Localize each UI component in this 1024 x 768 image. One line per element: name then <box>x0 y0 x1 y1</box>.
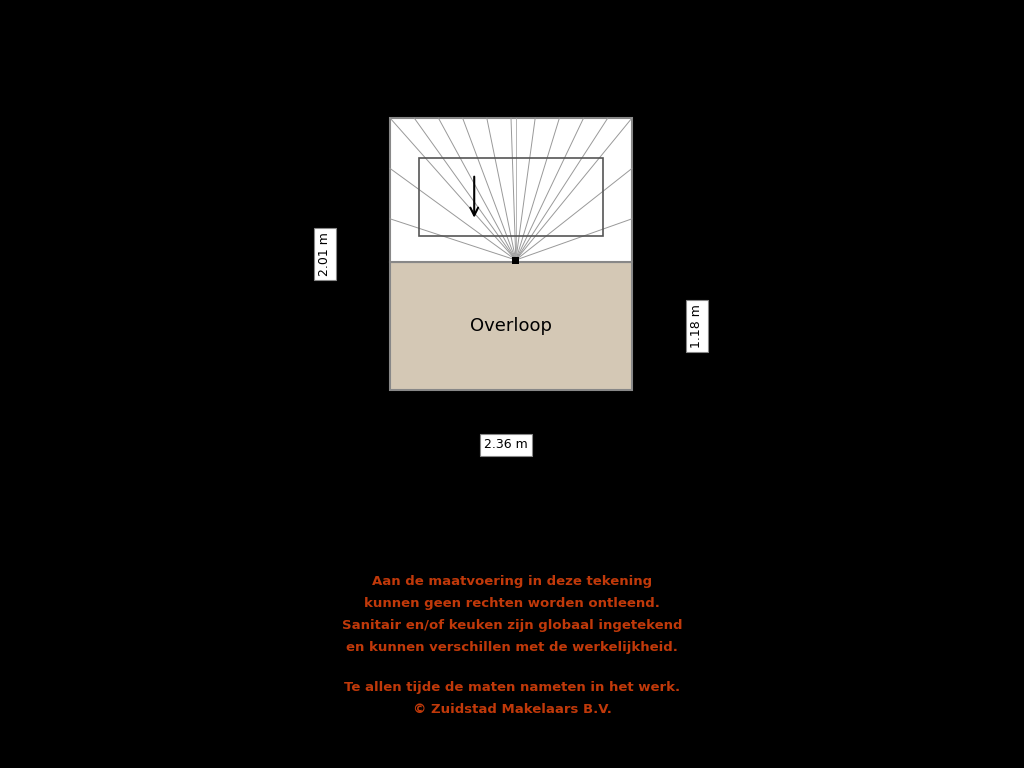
Text: kunnen geen rechten worden ontleend.: kunnen geen rechten worden ontleend. <box>365 597 659 610</box>
Text: 1.18 m: 1.18 m <box>690 304 703 348</box>
Bar <box>419 158 603 236</box>
Text: 2.01 m: 2.01 m <box>318 232 332 276</box>
Text: Sanitair en/of keuken zijn globaal ingetekend: Sanitair en/of keuken zijn globaal inget… <box>342 619 682 632</box>
Text: 2.36 m: 2.36 m <box>484 439 528 452</box>
Text: Aan de maatvoering in deze tekening: Aan de maatvoering in deze tekening <box>372 575 652 588</box>
Text: en kunnen verschillen met de werkelijkheid.: en kunnen verschillen met de werkelijkhe… <box>346 641 678 654</box>
Text: Overloop: Overloop <box>470 317 552 335</box>
Text: © Zuidstad Makelaars B.V.: © Zuidstad Makelaars B.V. <box>413 703 611 716</box>
Text: Te allen tijde de maten nameten in het werk.: Te allen tijde de maten nameten in het w… <box>344 681 680 694</box>
Bar <box>390 118 632 262</box>
Bar <box>512 257 519 263</box>
Bar <box>390 262 632 390</box>
